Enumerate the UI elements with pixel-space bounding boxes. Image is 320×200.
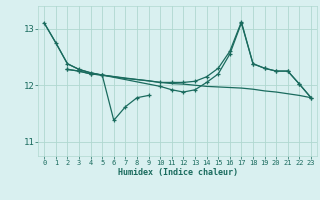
X-axis label: Humidex (Indice chaleur): Humidex (Indice chaleur) xyxy=(118,168,238,177)
